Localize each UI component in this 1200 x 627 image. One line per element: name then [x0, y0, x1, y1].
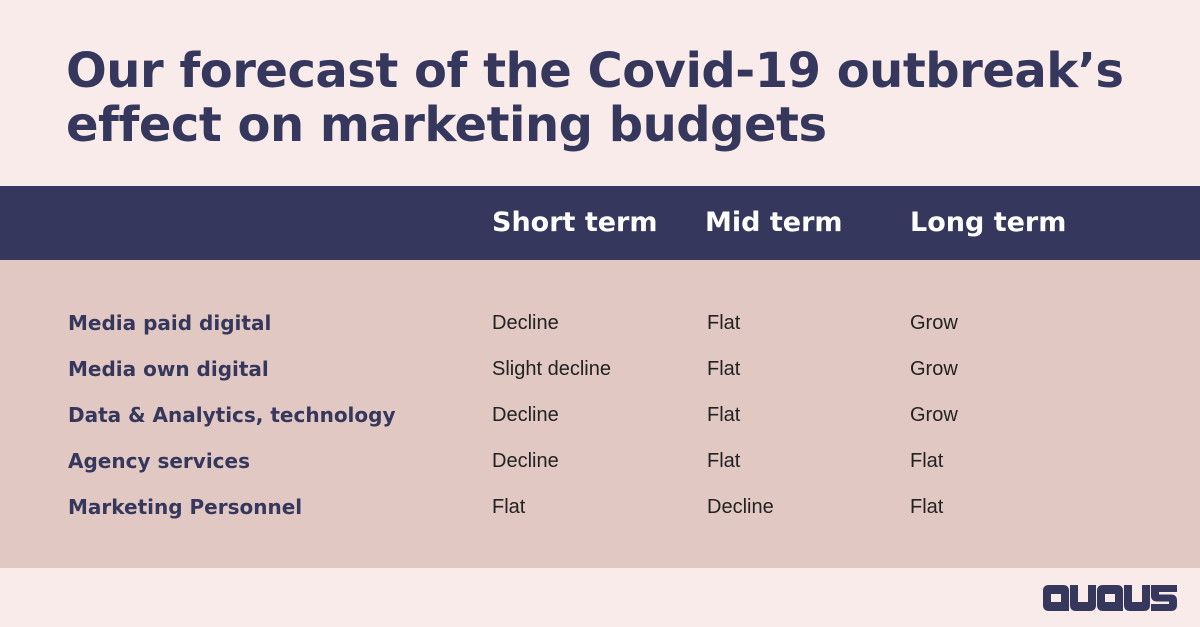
table-row: Marketing Personnel Flat Decline Flat	[0, 492, 1200, 538]
cell-long-term: Grow	[910, 312, 958, 334]
cell-mid-term: Flat	[707, 358, 741, 380]
cell-long-term: Flat	[910, 450, 944, 472]
column-header-short-term: Short term	[492, 207, 658, 238]
row-label: Data & Analytics, technology	[68, 403, 396, 427]
cell-long-term: Grow	[910, 404, 958, 426]
cell-short-term: Decline	[492, 312, 559, 334]
row-label: Media paid digital	[68, 311, 272, 335]
row-label: Marketing Personnel	[68, 495, 303, 519]
cell-long-term: Grow	[910, 358, 958, 380]
row-label: Agency services	[68, 449, 251, 473]
table-row: Media paid digital Decline Flat Grow	[0, 308, 1200, 354]
table-body: Media paid digital Decline Flat Grow Med…	[0, 260, 1200, 568]
cell-mid-term: Decline	[707, 496, 774, 518]
cell-mid-term: Flat	[707, 312, 741, 334]
table-row: Data & Analytics, technology Decline Fla…	[0, 400, 1200, 446]
cell-short-term: Decline	[492, 450, 559, 472]
cell-short-term: Flat	[492, 496, 526, 518]
table-row: Agency services Decline Flat Flat	[0, 446, 1200, 492]
column-header-long-term: Long term	[910, 207, 1067, 238]
cell-long-term: Flat	[910, 496, 944, 518]
cell-short-term: Decline	[492, 404, 559, 426]
column-header-mid-term: Mid term	[705, 207, 843, 238]
cell-short-term: Slight decline	[492, 358, 611, 380]
row-label: Media own digital	[68, 357, 269, 381]
table-row: Media own digital Slight decline Flat Gr…	[0, 354, 1200, 400]
page-title: Our forecast of the Covid-19 outbreak’s …	[66, 43, 1124, 153]
cell-mid-term: Flat	[707, 404, 741, 426]
avaus-logo	[1043, 585, 1177, 611]
cell-mid-term: Flat	[707, 450, 741, 472]
table-header: Short term Mid term Long term	[0, 186, 1200, 260]
